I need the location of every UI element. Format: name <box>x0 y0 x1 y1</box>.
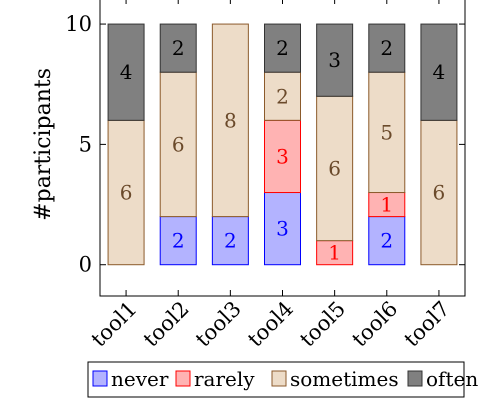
bar-segment-sometimes-tool4 <box>264 71 301 121</box>
bar-segment-often-tool6 <box>368 23 406 73</box>
data-label-rarely-tool5: 1 <box>328 241 341 265</box>
legend-label-sometimes: sometimes <box>290 367 399 391</box>
plot-area: 6 4 2 6 2 2 8 3 3 2 2 1 6 3 2 1 5 2 6 4 <box>107 23 458 266</box>
legend-label-never: never <box>111 367 169 391</box>
data-label-often-tool7: 4 <box>433 60 446 84</box>
x-tick-label-tool2: tool2 <box>139 297 194 352</box>
bar-segment-sometimes-tool5 <box>316 95 354 242</box>
x-tick-label-tool6: tool6 <box>347 297 402 352</box>
x-tick-label-tool5: tool5 <box>295 297 350 352</box>
bar-segment-sometimes-tool1 <box>107 119 145 266</box>
bar-segment-sometimes-tool3 <box>211 23 249 218</box>
data-label-sometimes-tool1: 6 <box>120 181 133 205</box>
data-label-never-tool3: 2 <box>224 229 237 253</box>
data-label-sometimes-tool2: 6 <box>172 132 185 156</box>
data-label-sometimes-tool4: 2 <box>276 84 289 108</box>
data-label-sometimes-tool3: 8 <box>224 108 237 132</box>
bar-segment-never-tool6 <box>368 216 406 266</box>
bar-segment-rarely-tool6 <box>368 192 406 218</box>
legend-label-often: often <box>426 367 478 391</box>
bar-segment-sometimes-tool7 <box>420 119 458 266</box>
data-label-sometimes-tool6: 5 <box>380 120 393 144</box>
y-tick-label: 10 <box>65 12 92 36</box>
legend: never rarely sometimes often <box>87 361 478 398</box>
x-tick-label-tool4: tool4 <box>243 297 298 352</box>
data-label-sometimes-tool5: 6 <box>328 156 341 180</box>
bar-segment-often-tool2 <box>159 23 197 73</box>
data-label-never-tool2: 2 <box>172 229 185 253</box>
bar-segment-never-tool3 <box>211 216 249 266</box>
bar-segment-often-tool4 <box>264 23 301 73</box>
legend-swatch-often <box>407 370 423 387</box>
bar-segment-often-tool7 <box>420 23 458 121</box>
bar-segment-often-tool5 <box>316 23 354 97</box>
data-label-sometimes-tool7: 6 <box>433 181 446 205</box>
y-axis-label: #participants <box>31 68 56 221</box>
legend-swatch-never <box>92 370 108 387</box>
data-label-often-tool6: 2 <box>380 36 393 60</box>
bar-segment-often-tool1 <box>107 23 145 121</box>
data-label-never-tool6: 2 <box>380 229 393 253</box>
y-tick-label: 0 <box>79 253 92 277</box>
bar-segment-rarely-tool5 <box>316 240 354 266</box>
bar-segment-never-tool4 <box>264 192 301 266</box>
data-label-often-tool2: 2 <box>172 36 185 60</box>
bar-segment-sometimes-tool6 <box>368 71 406 194</box>
data-label-never-tool4: 3 <box>276 217 289 241</box>
data-label-often-tool4: 2 <box>276 36 289 60</box>
x-tick-label-tool7: tool7 <box>399 297 454 352</box>
legend-swatch-rarely <box>175 370 191 387</box>
y-tick-label: 5 <box>79 132 92 156</box>
legend-swatch-sometimes <box>271 370 287 387</box>
data-label-rarely-tool4: 3 <box>276 144 289 168</box>
x-tick-label-tool3: tool3 <box>191 297 246 352</box>
legend-label-rarely: rarely <box>194 367 255 391</box>
data-label-rarely-tool6: 1 <box>380 193 393 217</box>
bar-segment-sometimes-tool2 <box>159 71 197 218</box>
data-label-often-tool5: 3 <box>328 48 341 72</box>
bar-segment-rarely-tool4 <box>264 119 301 194</box>
x-tick-label-tool1: tool1 <box>87 297 142 352</box>
data-label-often-tool1: 4 <box>120 60 133 84</box>
